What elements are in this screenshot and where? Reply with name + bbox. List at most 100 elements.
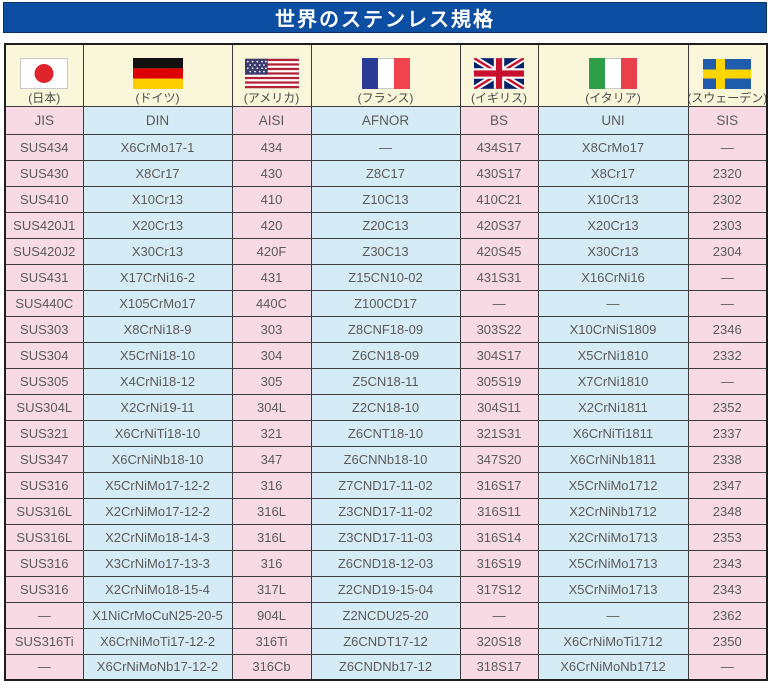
country-label: (フランス) — [357, 91, 414, 106]
table-cell: 316S19 — [459, 549, 539, 577]
table-cell: X20Cr13 — [82, 211, 233, 239]
table-cell: Z100CD17 — [310, 289, 461, 317]
table-cell: — — [459, 289, 539, 317]
standard-jis: JIS — [4, 105, 84, 135]
table-cell: 303S22 — [459, 315, 539, 343]
table-cell: Z15CN10-02 — [310, 263, 461, 291]
table-cell: X2CrNiNb1712 — [537, 497, 689, 525]
table-cell: 316L — [231, 497, 312, 525]
table-cell: Z5CN18-11 — [310, 367, 461, 395]
flag-header-row: (日本) (ドイツ) — [4, 43, 768, 107]
table-cell: X20Cr13 — [537, 211, 689, 239]
table-cell: 317L — [231, 575, 312, 603]
table-cell: SUS440C — [4, 289, 84, 317]
table-cell: — — [687, 367, 768, 395]
table-cell: Z3CND17-11-03 — [310, 523, 461, 551]
table-cell: 321S31 — [459, 419, 539, 447]
table-cell: Z20C13 — [310, 211, 461, 239]
table-cell: 2346 — [687, 315, 768, 343]
table-cell: 2343 — [687, 575, 768, 603]
table-cell: — — [687, 133, 768, 161]
table-cell: X6CrNiTi18-10 — [82, 419, 233, 447]
table-row: — X6CrNiMoNb17-12-2 316Cb Z6CNDNb17-12 318S1… — [4, 653, 768, 681]
table-cell: 316Ti — [231, 627, 312, 655]
table-cell: SUS420J2 — [4, 237, 84, 265]
table-cell: Z3CND17-11-02 — [310, 497, 461, 525]
country-label: (ドイツ) — [135, 91, 180, 106]
table-row: SUS303 X8CrNi18-9 303 Z8CNF18-09 303S22 X10Cr… — [4, 315, 768, 343]
table-cell: 316S11 — [459, 497, 539, 525]
table-cell: 304S11 — [459, 393, 539, 421]
table-cell: SUS410 — [4, 185, 84, 213]
table-cell: 2350 — [687, 627, 768, 655]
table-cell: 904L — [231, 601, 312, 629]
standard-aisi: AISI — [231, 105, 312, 135]
table-cell: SUS434 — [4, 133, 84, 161]
table-cell: 2304 — [687, 237, 768, 265]
table-cell: X2CrNi19-11 — [82, 393, 233, 421]
table-cell: — — [687, 263, 768, 291]
header-sweden: (スウェーデン) — [687, 43, 768, 107]
header-germany: (ドイツ) — [82, 43, 233, 107]
standard-bs: BS — [459, 105, 539, 135]
italy-flag-icon — [589, 58, 637, 90]
table-cell: X8CrMo17 — [537, 133, 689, 161]
table-cell: X3CrNiMo17-13-3 — [82, 549, 233, 577]
table-cell: X105CrMo17 — [82, 289, 233, 317]
table-cell: 304S17 — [459, 341, 539, 369]
table-cell: 430 — [231, 159, 312, 187]
table-cell: Z6CNDNb17-12 — [310, 653, 461, 681]
table-cell: 434 — [231, 133, 312, 161]
table-cell: 316 — [231, 471, 312, 499]
table-row: SUS304 X5CrNi18-10 304 Z6CN18-09 304S17 X5CrN… — [4, 341, 768, 369]
table-cell: X6CrMo17-1 — [82, 133, 233, 161]
table-row: SUS305 X4CrNi18-12 305 Z5CN18-11 305S19 X7CrN… — [4, 367, 768, 395]
table-cell: 316S14 — [459, 523, 539, 551]
table-cell: 304 — [231, 341, 312, 369]
table-row: SUS434 X6CrMo17-1 434—434S17 X8CrMo17— — [4, 133, 768, 161]
table-row: SUS316 X5CrNiMo17-12-2 316 Z7CND17-11-02 316… — [4, 471, 768, 499]
table-row: SUS316L X2CrNiMo18-14-3 316L Z3CND17-11-03 3… — [4, 523, 768, 551]
table-cell: Z30C13 — [310, 237, 461, 265]
table-cell: SUS304L — [4, 393, 84, 421]
table-row: SUS316 X3CrNiMo17-13-3 316 Z6CND18-12-03 316… — [4, 549, 768, 577]
table-cell: 420 — [231, 211, 312, 239]
table-cell: Z8CNF18-09 — [310, 315, 461, 343]
table-cell: X1NiCrMoCuN25-20-5 — [82, 601, 233, 629]
page-title-bar: 世界のステンレス規格 — [3, 2, 767, 33]
table-cell: X6CrNiMoTi17-12-2 — [82, 627, 233, 655]
table-cell: SUS430 — [4, 159, 84, 187]
table-cell: — — [687, 653, 768, 681]
table-cell: X6CrNiMoNb17-12-2 — [82, 653, 233, 681]
uk-flag-icon — [474, 58, 524, 90]
stainless-standards-table: (日本) (ドイツ) — [4, 43, 768, 681]
table-cell: 318S17 — [459, 653, 539, 681]
table-cell: 321 — [231, 419, 312, 447]
table-cell: 410 — [231, 185, 312, 213]
table-cell: SUS316 — [4, 471, 84, 499]
table-cell: Z6CND18-12-03 — [310, 549, 461, 577]
table-cell: X17CrNi16-2 — [82, 263, 233, 291]
country-label: (イタリア) — [585, 91, 641, 106]
table-row: SUS347 X6CrNiNb18-10 347 Z6CNNb18-10 347S20 X… — [4, 445, 768, 473]
table-cell: 431S31 — [459, 263, 539, 291]
table-cell: Z6CN18-09 — [310, 341, 461, 369]
table-cell: Z10C13 — [310, 185, 461, 213]
country-label: (日本) — [28, 91, 61, 106]
table-cell: X2CrNiMo1713 — [537, 523, 689, 551]
table-cell: X8Cr17 — [82, 159, 233, 187]
table-cell: X6CrNiMoTi1712 — [537, 627, 689, 655]
table-cell: X30Cr13 — [82, 237, 233, 265]
table-cell: X2CrNiMo17-12-2 — [82, 497, 233, 525]
table-cell: SUS316Ti — [4, 627, 84, 655]
table-cell: SUS316 — [4, 549, 84, 577]
table-cell: 2353 — [687, 523, 768, 551]
table-cell: X7CrNi1810 — [537, 367, 689, 395]
table-cell: — — [687, 289, 768, 317]
table-cell: X16CrNi16 — [537, 263, 689, 291]
table-cell: 2332 — [687, 341, 768, 369]
table-cell: X5CrNiMo17-12-2 — [82, 471, 233, 499]
table-row: SUS440C X105CrMo17 440C Z100CD17— — — — [4, 289, 768, 317]
table-cell: — — [537, 289, 689, 317]
table-cell: 2347 — [687, 471, 768, 499]
